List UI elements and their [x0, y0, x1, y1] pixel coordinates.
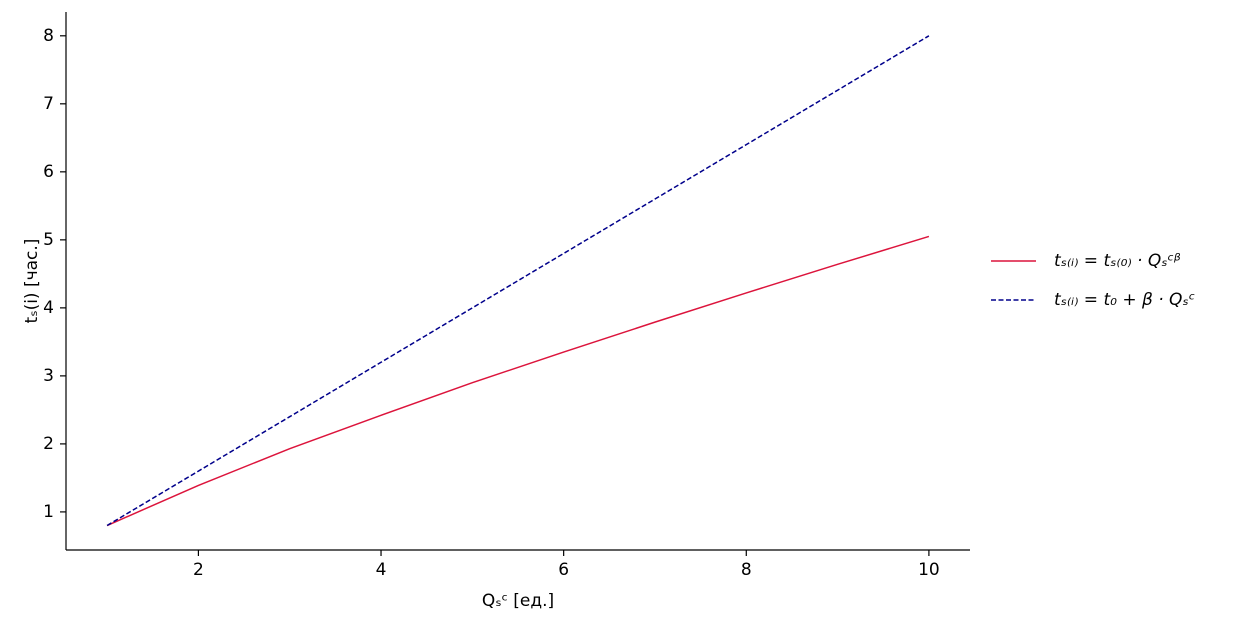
y-tick-label: 6	[43, 162, 54, 182]
y-tick-label: 1	[43, 502, 54, 522]
x-axis-label: Qₛᶜ [ед.]	[482, 591, 554, 611]
series-line	[106, 35, 930, 527]
y-tick-label: 3	[43, 366, 54, 386]
series-line	[106, 235, 930, 527]
y-tick-label: 7	[43, 94, 54, 114]
y-tick-label: 5	[43, 230, 54, 250]
legend-label: tₛ₍ᵢ₎ = tₛ₍₀₎ · Qₛᶜᵝ	[1054, 251, 1181, 271]
y-axis-label: tₛ(i) [час.]	[22, 239, 42, 324]
x-tick-label: 10	[918, 560, 940, 580]
x-tick-label: 6	[558, 560, 569, 580]
x-tick-label: 4	[376, 560, 387, 580]
y-tick-label: 4	[43, 298, 54, 318]
legend-label: tₛ₍ᵢ₎ = t₀ + β · Qₛᶜ	[1054, 290, 1195, 310]
x-tick-label: 8	[741, 560, 752, 580]
x-tick-label: 2	[193, 560, 204, 580]
y-tick-label: 2	[43, 434, 54, 454]
y-tick-label: 8	[43, 26, 54, 46]
